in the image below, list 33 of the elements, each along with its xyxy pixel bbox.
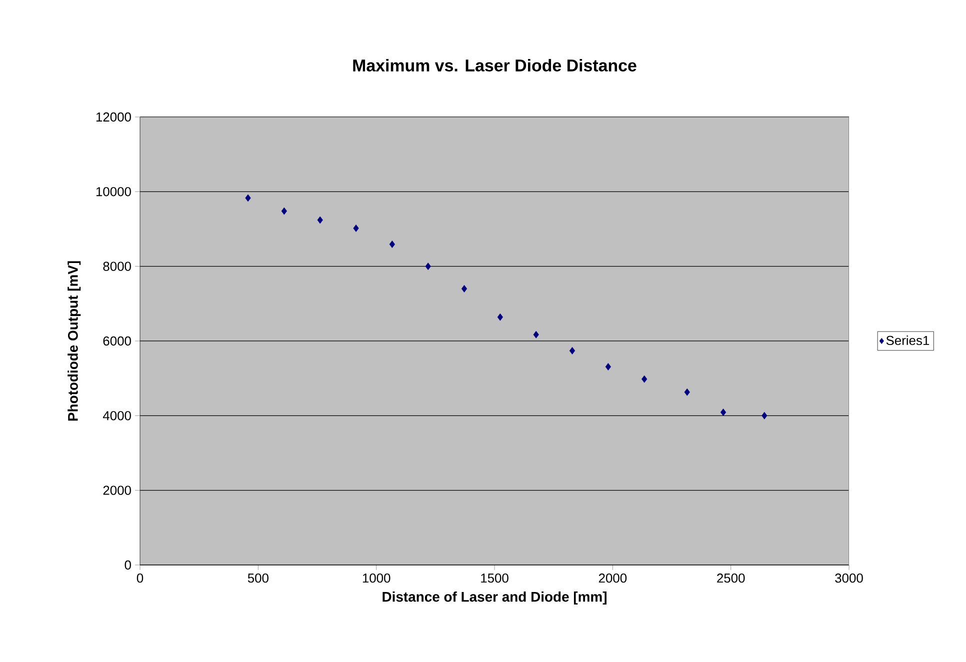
point: [281, 207, 287, 215]
point: [425, 262, 431, 270]
x-tick-label: 3000: [835, 574, 863, 583]
y-tick-label: 6000: [103, 336, 131, 346]
point: [762, 412, 768, 420]
y-tick-label: 8000: [103, 262, 131, 271]
point: [533, 330, 539, 338]
chart-title: Maximum vs. Laser Diode Distance: [353, 59, 636, 72]
y-tick-label: 12000: [96, 112, 131, 122]
point: [684, 388, 690, 396]
point: [605, 363, 612, 370]
point: [720, 408, 726, 416]
point: [461, 285, 468, 292]
point: [317, 216, 323, 224]
x-tick-label: 1000: [362, 574, 390, 583]
point: [569, 346, 576, 354]
legend-label: Series1: [886, 336, 930, 346]
x-axis-title: Distance of Laser and Diode [mm]: [382, 592, 606, 605]
x-tick-label: 2000: [598, 574, 627, 583]
x-tick-label: 1500: [481, 574, 508, 583]
point: [389, 240, 396, 248]
point: [353, 224, 359, 232]
x-tick-label: 0: [136, 574, 144, 583]
x-tick-label: 500: [248, 574, 268, 583]
y-tick-label: 0: [124, 560, 131, 570]
point: [497, 313, 504, 321]
point: [642, 375, 648, 383]
y-tick-label: 2000: [103, 486, 131, 495]
y-tick-label: 10000: [96, 187, 131, 196]
x-tick-label: 2500: [717, 574, 745, 583]
y-axis-title: Photodiode Output [mV]: [68, 261, 81, 421]
y-tick-label: 4000: [102, 411, 131, 420]
point: [245, 194, 251, 202]
